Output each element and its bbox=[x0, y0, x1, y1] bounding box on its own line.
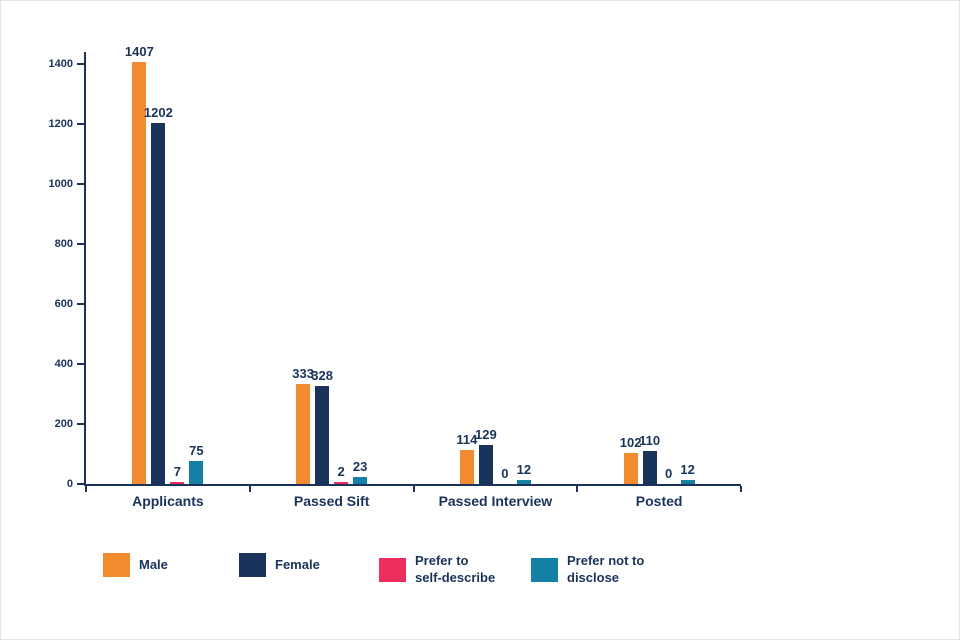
bar bbox=[296, 384, 311, 484]
bar-value-label: 1407 bbox=[124, 44, 154, 59]
bar-group: 333 328 2 23 bbox=[250, 46, 414, 484]
bar-group: 1407 1202 7 75 bbox=[86, 44, 250, 484]
bar-wrap: 0 bbox=[661, 466, 676, 484]
y-axis-line bbox=[84, 52, 86, 486]
bar-wrap: 114 bbox=[456, 432, 478, 484]
category-label: Posted bbox=[635, 493, 683, 509]
legend-item: Male bbox=[103, 553, 239, 577]
bar-value-label: 12 bbox=[680, 462, 695, 477]
bar-wrap: 2 bbox=[334, 464, 349, 484]
bar-wrap: 7 bbox=[170, 464, 185, 484]
bar-value-label: 0 bbox=[501, 466, 509, 481]
y-tick bbox=[77, 183, 84, 185]
bar bbox=[516, 480, 531, 484]
legend-item: Prefer to self-describe bbox=[379, 553, 531, 587]
bar-group: 102 110 0 12 bbox=[577, 46, 741, 484]
x-tick bbox=[248, 486, 251, 492]
bar bbox=[170, 482, 185, 484]
bar-value-label: 7 bbox=[173, 464, 181, 479]
legend-swatch bbox=[103, 553, 130, 577]
bar bbox=[623, 453, 638, 484]
bar bbox=[315, 386, 330, 484]
category-label: Passed Interview bbox=[438, 493, 553, 509]
x-tick bbox=[740, 486, 742, 492]
bar-value-label: 110 bbox=[639, 433, 661, 448]
legend-swatch bbox=[239, 553, 266, 577]
bar-value-label: 2 bbox=[337, 464, 345, 479]
y-tick bbox=[77, 363, 84, 365]
bar-wrap: 333 bbox=[292, 366, 314, 484]
x-tick bbox=[412, 486, 415, 492]
legend-swatch bbox=[531, 557, 558, 582]
bar-group: 114 129 0 12 bbox=[414, 46, 578, 484]
bar bbox=[680, 480, 695, 484]
bar-groups-inner: 1407 1202 7 75 333 328 2 23 114 129 0 12 102 110 0 12 bbox=[86, 44, 741, 484]
bar-wrap: 0 bbox=[497, 466, 512, 484]
bar bbox=[353, 477, 368, 484]
bar-wrap: 328 bbox=[311, 368, 333, 484]
legend-label: Prefer to self-describe bbox=[415, 553, 496, 585]
bar-value-label: 333 bbox=[292, 366, 314, 381]
bar bbox=[459, 450, 474, 484]
bar-value-label: 328 bbox=[311, 368, 333, 383]
bar-groups: 1407 1202 7 75 333 328 2 23 114 129 0 12 102 110 0 12 bbox=[86, 44, 741, 484]
bar-value-label: 75 bbox=[189, 443, 204, 458]
bar-wrap: 129 bbox=[475, 427, 497, 484]
y-tick-label: 1400 bbox=[48, 58, 73, 70]
bar-value-label: 12 bbox=[516, 462, 532, 477]
y-tick-label: 1000 bbox=[48, 178, 73, 190]
bar-wrap: 110 bbox=[639, 433, 661, 484]
bar-value-label: 1202 bbox=[143, 105, 173, 120]
category-labels: Applicants Passed Sift Passed Interview Pos… bbox=[86, 493, 741, 509]
bar bbox=[478, 445, 493, 484]
y-tick-label: 800 bbox=[54, 238, 73, 250]
bar-value-label: 0 bbox=[665, 466, 673, 481]
bar-wrap: 12 bbox=[516, 462, 531, 484]
category-label: Applicants bbox=[132, 493, 204, 509]
x-tick bbox=[576, 486, 579, 492]
bar-value-label: 129 bbox=[475, 427, 497, 442]
bar-value-label: 114 bbox=[456, 432, 478, 447]
y-tick bbox=[77, 63, 84, 65]
y-tick bbox=[77, 303, 84, 305]
legend-label: Prefer not to disclose bbox=[567, 553, 645, 585]
y-tick-label: 0 bbox=[66, 478, 73, 490]
bar-value-label: 23 bbox=[352, 459, 368, 474]
y-tick bbox=[77, 423, 84, 425]
legend-label: Male bbox=[139, 556, 168, 572]
legend-swatch bbox=[379, 557, 406, 582]
bar-wrap: 23 bbox=[353, 459, 368, 484]
bar-wrap: 1202 bbox=[144, 105, 173, 484]
legend: Male Female Prefer to self-describe Prefer … bbox=[103, 553, 644, 587]
plot-area: 0 200 400 600 800 1000 1200 1400 1407 1202 7 75 333… bbox=[49, 44, 742, 492]
legend-label: Female bbox=[275, 556, 320, 572]
y-tick bbox=[77, 243, 84, 245]
bar-value-label: 102 bbox=[619, 435, 642, 450]
bar bbox=[151, 123, 166, 484]
y-tick bbox=[77, 123, 84, 125]
y-tick-label: 1200 bbox=[48, 118, 73, 130]
y-tick-label: 600 bbox=[54, 298, 73, 310]
x-axis-line bbox=[84, 484, 741, 486]
bar-wrap: 102 bbox=[620, 435, 641, 484]
legend-item: Prefer not to disclose bbox=[531, 553, 644, 587]
y-tick-label: 400 bbox=[54, 358, 73, 370]
bar-wrap: 75 bbox=[189, 443, 204, 484]
legend-item: Female bbox=[239, 553, 379, 577]
bar bbox=[132, 62, 147, 484]
bar bbox=[334, 482, 349, 484]
bar bbox=[642, 451, 657, 484]
bar bbox=[189, 461, 204, 484]
y-tick-label: 200 bbox=[54, 418, 73, 430]
y-tick bbox=[77, 483, 84, 485]
bar-wrap: 12 bbox=[680, 462, 695, 484]
bar-wrap: 1407 bbox=[125, 44, 154, 484]
category-label: Passed Sift bbox=[293, 493, 370, 509]
x-tick bbox=[85, 486, 87, 492]
